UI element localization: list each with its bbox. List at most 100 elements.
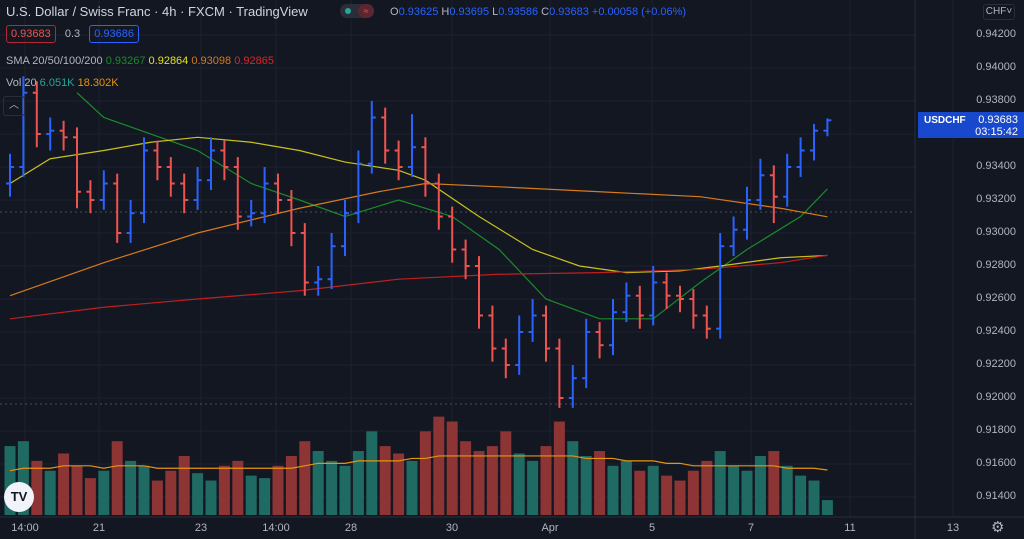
time-axis-label: 14:00 xyxy=(11,522,39,534)
sell-button[interactable]: 0.93683 xyxy=(6,25,56,43)
symbol-price-tag: USDCHF 0.93683 03:15:42 xyxy=(918,112,1024,138)
volume-bar xyxy=(151,480,163,515)
ohlc-bar xyxy=(555,338,564,408)
hidden-icon: ≈ xyxy=(358,4,374,18)
ohlc-bar xyxy=(73,127,81,209)
volume-bar xyxy=(714,451,726,515)
ohlc-bar xyxy=(582,318,591,389)
ohlc-bar xyxy=(823,118,832,137)
volume-bar xyxy=(513,453,525,515)
ohlc-bar xyxy=(408,114,416,177)
ohlc-bar xyxy=(207,137,215,191)
volume-legend[interactable]: Vol 20 6.051K 18.302K xyxy=(6,77,119,89)
price-axis-label: 0.91600 xyxy=(976,457,1016,469)
price-axis-label: 0.92600 xyxy=(976,292,1016,304)
volume-bar xyxy=(111,441,123,515)
ohlc-bar xyxy=(515,315,524,375)
ohlc-bar xyxy=(193,167,202,210)
ohlc-bar xyxy=(140,137,148,224)
price-axis-label: 0.93400 xyxy=(976,160,1016,172)
ohlc-bar xyxy=(126,200,135,243)
ohlc-bar xyxy=(434,173,443,230)
time-axis-label: 21 xyxy=(92,522,106,534)
price-axis-label: 0.94200 xyxy=(976,28,1016,40)
price-axis-label: 0.93200 xyxy=(976,193,1016,205)
ohlc-bar xyxy=(394,140,403,181)
ohlc-bar xyxy=(769,165,778,224)
volume-bar xyxy=(272,465,284,515)
ohlc-bar xyxy=(32,81,41,148)
settings-gear-icon[interactable]: ⚙ xyxy=(991,519,1005,536)
time-axis-label: 5 xyxy=(648,522,656,534)
ohlc-bar xyxy=(180,173,189,214)
volume-bar xyxy=(620,460,632,515)
sma-legend[interactable]: SMA 20/50/100/200 0.93267 0.92864 0.9309… xyxy=(6,55,274,67)
volume-bar xyxy=(795,475,807,515)
volume-bar xyxy=(259,478,271,515)
volume-bar xyxy=(527,460,539,515)
ohlc-bar xyxy=(327,233,336,290)
buy-button[interactable]: 0.93686 xyxy=(89,25,139,43)
ohlc-bar xyxy=(756,158,765,210)
ohlc-bar xyxy=(287,190,296,247)
volume-bar xyxy=(674,480,686,515)
ohlc-bar xyxy=(247,200,256,227)
ohlc-bar xyxy=(461,239,470,280)
currency-button[interactable]: CHF˅ xyxy=(983,4,1015,20)
ohlc-bar xyxy=(729,216,738,257)
volume-bar xyxy=(393,453,405,515)
volume-bar xyxy=(580,455,592,515)
volume-bar xyxy=(125,460,137,515)
ohlc-bar xyxy=(341,200,349,257)
ohlc-bar xyxy=(542,305,550,362)
time-axis-label: 30 xyxy=(445,522,459,534)
volume-bar xyxy=(84,478,96,515)
volume-bar xyxy=(379,446,391,515)
volume-bar xyxy=(781,465,793,515)
time-axis-label: 23 xyxy=(194,522,208,534)
volume-bar xyxy=(661,475,673,515)
ohlc-bar xyxy=(46,117,55,151)
volume-bar xyxy=(31,460,43,515)
price-axis-label: 0.93000 xyxy=(976,226,1016,238)
volume-bar xyxy=(232,460,244,515)
volume-bar xyxy=(205,480,217,515)
ohlc-bar xyxy=(274,173,282,214)
time-axis-label: 13 xyxy=(946,522,960,534)
collapse-legend-button[interactable]: ︿ xyxy=(3,96,25,116)
volume-bar xyxy=(607,465,619,515)
spread: 0.3 xyxy=(64,28,81,40)
ohlc-bar xyxy=(568,365,577,408)
price-axis-label: 0.91800 xyxy=(976,424,1016,436)
ohlc-bar xyxy=(233,157,242,230)
volume-bar xyxy=(17,441,29,515)
time-axis-label: 14:00 xyxy=(262,522,290,534)
volume-bar xyxy=(419,431,431,515)
ohlc-bar xyxy=(59,120,68,151)
ohlc-bar xyxy=(220,140,229,181)
ohlc-bar xyxy=(314,266,323,296)
volume-bar xyxy=(165,470,177,515)
time-axis-label: 7 xyxy=(747,522,755,534)
ohlc-bar xyxy=(743,186,751,240)
volume-bar xyxy=(366,431,378,515)
price-axis-label: 0.92000 xyxy=(976,391,1016,403)
volume-bar xyxy=(178,455,190,515)
ohlc-bar xyxy=(689,289,698,329)
time-axis-label: 28 xyxy=(344,522,358,534)
volume-bar xyxy=(540,446,552,515)
time-axis-label: 11 xyxy=(844,522,856,534)
volume-bar xyxy=(406,460,418,515)
market-status-toggle[interactable]: ≈ xyxy=(340,4,374,18)
ohlc-bar xyxy=(676,285,684,313)
tradingview-logo: TV xyxy=(4,482,34,512)
volume-bar xyxy=(460,441,472,515)
volume-bar xyxy=(218,465,230,515)
volume-bar xyxy=(44,470,56,515)
volume-bar xyxy=(647,465,659,515)
volume-bar xyxy=(754,455,766,515)
volume-ma-line xyxy=(9,455,828,472)
ohlc-bar xyxy=(716,233,725,339)
ohlc-bar xyxy=(153,140,162,181)
